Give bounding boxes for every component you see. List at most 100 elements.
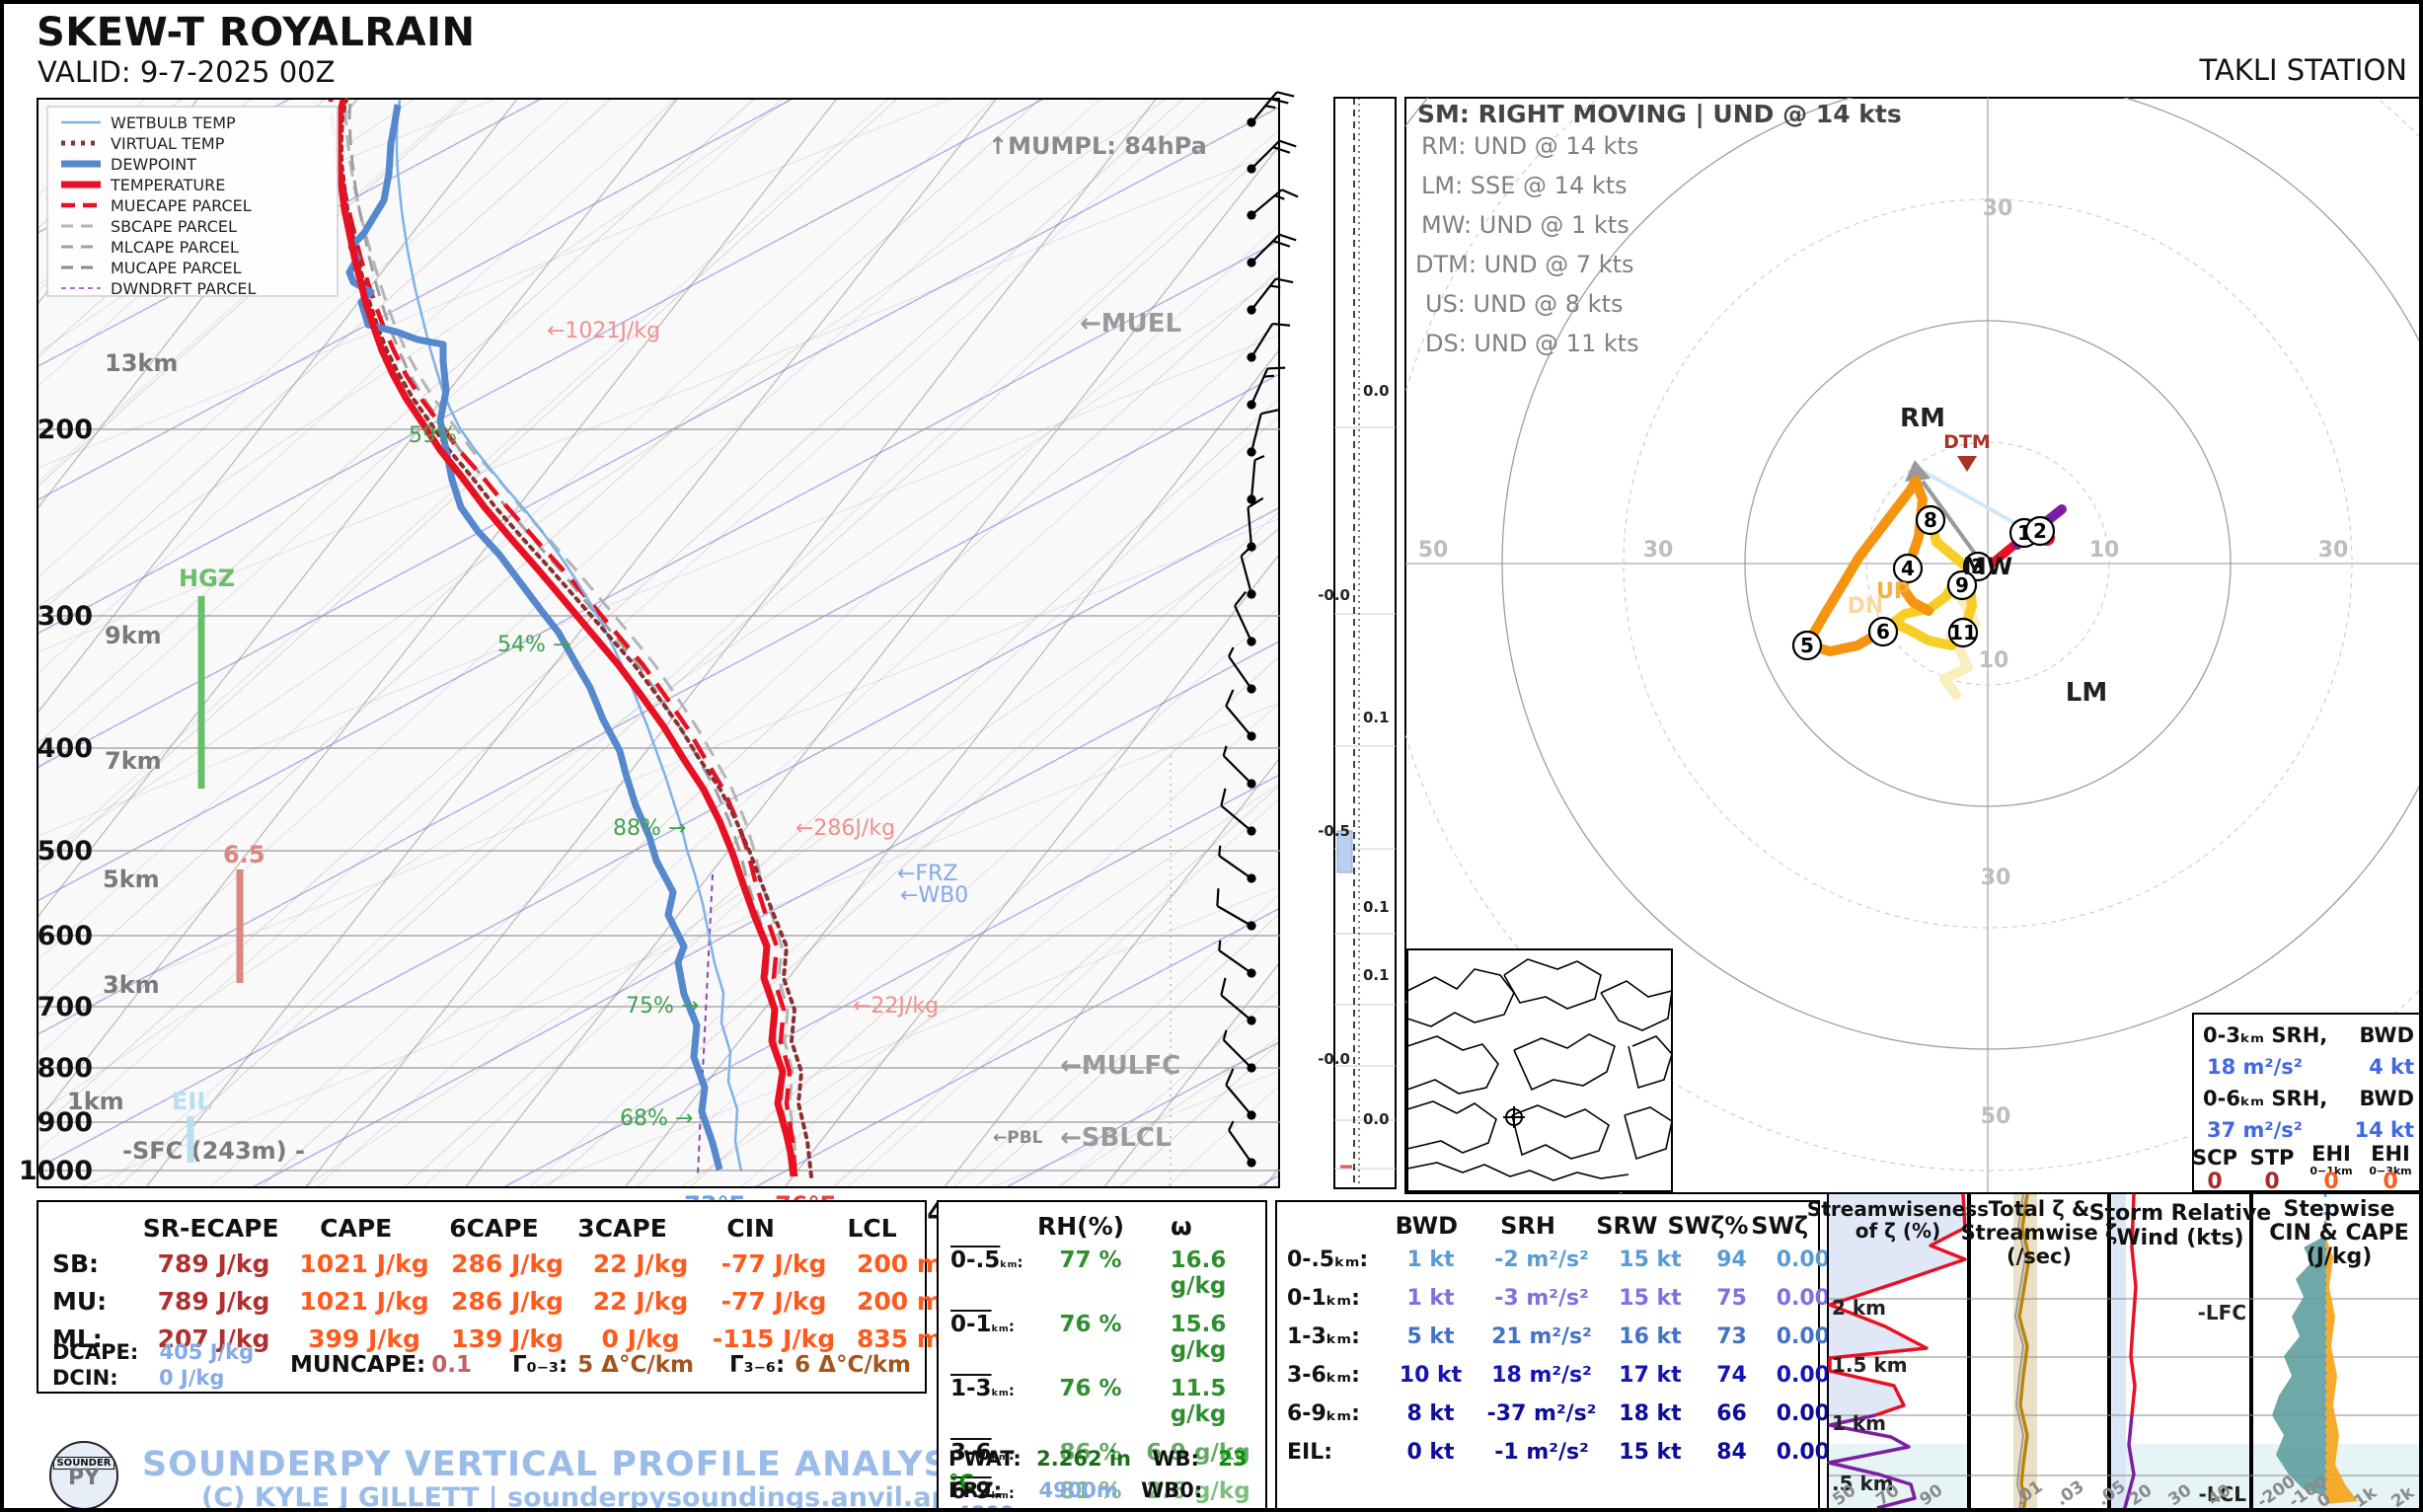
svg-text:50: 50 bbox=[1981, 1104, 2011, 1129]
stepwise-cin-fill bbox=[2272, 1236, 2325, 1496]
svg-text:3: 3 bbox=[1971, 555, 1985, 578]
lapse-rate-label: 6.5 bbox=[223, 841, 265, 869]
svg-text:700: 700 bbox=[38, 992, 93, 1022]
svg-text:-0.5: -0.5 bbox=[1318, 822, 1350, 840]
mw-label: MW bbox=[1963, 553, 2012, 580]
ds-vector bbox=[1911, 463, 2026, 531]
map-inset bbox=[1406, 948, 1673, 1192]
dcape-row: DCAPE: 405 J/kg bbox=[52, 1340, 255, 1364]
streamwiseness-curve-lower bbox=[1827, 1413, 1917, 1508]
shear-row: EIL: 0 kt -1 m²/s² 15 kt 84 0.003 bbox=[1287, 1440, 1846, 1465]
col-bwd: BWD bbox=[1395, 1212, 1459, 1240]
rh-300-label: 54% → bbox=[497, 633, 570, 657]
rh-200-label: 59% bbox=[409, 423, 457, 448]
muel-label: ←MUEL bbox=[1080, 309, 1181, 339]
thermo-row-mu: MU: 789 J/kg 1021 J/kg 286 J/kg 22 J/kg … bbox=[52, 1287, 943, 1316]
svg-text:-0.0: -0.0 bbox=[1318, 1050, 1350, 1068]
lcl-label: -LCL bbox=[2199, 1482, 2247, 1506]
legend-sbcape: SBCAPE PARCEL bbox=[111, 217, 237, 236]
svg-text:900: 900 bbox=[38, 1107, 93, 1138]
srh-bwd-box: 0-3ₖₘ SRH, BWD 18 m²/s² 4 kt 0-6ₖₘ SRH, … bbox=[2192, 1013, 2419, 1194]
streamwise-zeta-curve bbox=[2017, 1193, 2031, 1508]
muncape: MUNCAPE: 0.1 bbox=[290, 1352, 473, 1378]
svg-text:CIN & CAPE: CIN & CAPE bbox=[2269, 1221, 2409, 1246]
skewt-legend: WETBULB TEMP VIRTUAL TEMP DEWPOINT TEMPE… bbox=[46, 106, 339, 298]
col-cape: CAPE bbox=[320, 1214, 393, 1243]
col-3cape: 3CAPE bbox=[577, 1214, 667, 1243]
svg-text:10: 10 bbox=[1979, 648, 2009, 673]
svg-text:DS: UND @ 11 kts: DS: UND @ 11 kts bbox=[1425, 330, 1639, 357]
svg-text:0: 0 bbox=[2323, 1170, 2338, 1194]
svg-text:5km: 5km bbox=[103, 866, 160, 893]
rh-700-label: 75% → bbox=[626, 994, 699, 1019]
svg-text:4 kt: 4 kt bbox=[2369, 1055, 2414, 1079]
sbcape-parcel-line bbox=[343, 100, 797, 1177]
svg-text:300: 300 bbox=[38, 601, 93, 632]
svg-text:30: 30 bbox=[1643, 538, 1674, 563]
cape-22-label: ←22J/kg bbox=[853, 994, 939, 1019]
up-label: UP bbox=[1876, 579, 1910, 604]
frz-row: FRZ: 4900m WB0: 4800m bbox=[948, 1478, 1203, 1508]
svg-text:2: 2 bbox=[2033, 519, 2047, 543]
svg-text:0.0: 0.0 bbox=[1363, 1110, 1390, 1128]
svg-text:11: 11 bbox=[1949, 621, 1977, 644]
svg-text:LM: SSE @ 14 kts: LM: SSE @ 14 kts bbox=[1421, 172, 1628, 199]
mulfc-label: ←MULFC bbox=[1060, 1051, 1180, 1081]
height-labels: 13km 9km 7km 5km 3km 1km -SFC (243m) - bbox=[67, 349, 305, 1165]
legend-wetbulb: WETBULB TEMP bbox=[111, 113, 236, 132]
srw-curve-upper bbox=[2129, 1193, 2138, 1416]
pwat-row: PWAT: 2.262 in WB: 23 °C bbox=[948, 1447, 1248, 1494]
wb0-label: ←WB0 bbox=[900, 883, 968, 908]
col-6cape: 6CAPE bbox=[449, 1214, 539, 1243]
svg-text:50: 50 bbox=[1418, 538, 1449, 563]
col-sr-ecape: SR-ECAPE bbox=[142, 1214, 279, 1243]
svg-text:.5 km: .5 km bbox=[1832, 1472, 1894, 1495]
svg-text:SM: RIGHT MOVING | UND @ 14 kt: SM: RIGHT MOVING | UND @ 14 kts bbox=[1417, 100, 1902, 128]
virtual-temp-line bbox=[340, 98, 813, 1178]
svg-text:1.5 km: 1.5 km bbox=[1832, 1353, 1908, 1377]
svg-text:1km: 1km bbox=[67, 1088, 124, 1115]
rm-arrowhead bbox=[1905, 460, 1931, 482]
col-srh: SRH bbox=[1500, 1212, 1555, 1240]
storm-motion-text: SM: RIGHT MOVING | UND @ 14 kts RM: UND … bbox=[1415, 100, 1902, 357]
svg-text:30: 30 bbox=[1981, 866, 2011, 890]
svg-text:0: 0 bbox=[2264, 1170, 2279, 1194]
brand-line2: (C) KYLE J GILLETT | sounderpysoundings.… bbox=[201, 1482, 970, 1512]
lm-label: LM bbox=[2066, 678, 2107, 708]
shear-row: 1-3ₖₘ: 5 kt 21 m²/s² 16 kt 73 0.002 bbox=[1287, 1324, 1846, 1349]
shear-table: BWD SRH SRW SWζ% SWζ 0-.5ₖₘ: 1 kt -2 m²/… bbox=[1275, 1200, 1845, 1508]
svg-text:0: 0 bbox=[2207, 1170, 2222, 1194]
lapse-rate-0-3: Γ₀₋₃: 5 Δ°C/km bbox=[512, 1352, 695, 1378]
rh-row: 0-.5ₖₘ: 77 % 16.6 g/kg bbox=[950, 1247, 1227, 1299]
lfc-label: -LFC bbox=[2198, 1301, 2246, 1324]
svg-text:1000: 1000 bbox=[19, 1156, 93, 1186]
dtm-marker bbox=[1957, 456, 1977, 472]
legend-temperature: TEMPERATURE bbox=[110, 176, 225, 194]
dcin-row: DCIN: 0 J/kg bbox=[52, 1366, 225, 1390]
legend-virtual: VIRTUAL TEMP bbox=[111, 134, 225, 153]
muecape-parcel-line bbox=[328, 99, 798, 1177]
svg-text:3km: 3km bbox=[103, 971, 160, 999]
omega-strip: 0.0 -0.0 0.1 -0.5 0.1 0.1 -0.0 0.0 bbox=[1318, 97, 1397, 1189]
svg-text:(J/kg): (J/kg) bbox=[2307, 1245, 2373, 1269]
col-swzpct: SWζ% bbox=[1667, 1212, 1749, 1240]
skewt-annotations: ↑MUMPL: 84hPa ←MUEL ←MULFC ←SBLCL ←PBL ←… bbox=[409, 132, 1207, 1219]
rh-500-label: 88% → bbox=[613, 816, 686, 841]
page-title: SKEW-T ROYALRAIN bbox=[37, 10, 476, 55]
svg-text:0: 0 bbox=[2383, 1170, 2397, 1194]
hgz-label: HGZ bbox=[179, 565, 235, 592]
svg-text:0.1: 0.1 bbox=[1363, 709, 1390, 726]
p2-title: Total ζ & bbox=[1989, 1197, 2090, 1221]
p3-title: Storm Relative bbox=[2089, 1201, 2271, 1226]
dn-label: DN bbox=[1848, 594, 1884, 619]
legend-dewpoint: DEWPOINT bbox=[111, 155, 196, 174]
sounderpy-logo: SOUNDER PY bbox=[49, 1441, 118, 1508]
svg-text:Wind (kts): Wind (kts) bbox=[2116, 1226, 2243, 1250]
logo-py: PY bbox=[67, 1466, 101, 1490]
shear-row: 6-9ₖₘ: 8 kt -37 m²/s² 18 kt 66 0.003 bbox=[1287, 1401, 1846, 1426]
p4-title: Stepwise bbox=[2284, 1197, 2395, 1222]
svg-text:600: 600 bbox=[38, 921, 93, 951]
svg-text:BWD: BWD bbox=[2360, 1087, 2414, 1110]
sblcl-label: ←SBLCL bbox=[1060, 1123, 1172, 1153]
